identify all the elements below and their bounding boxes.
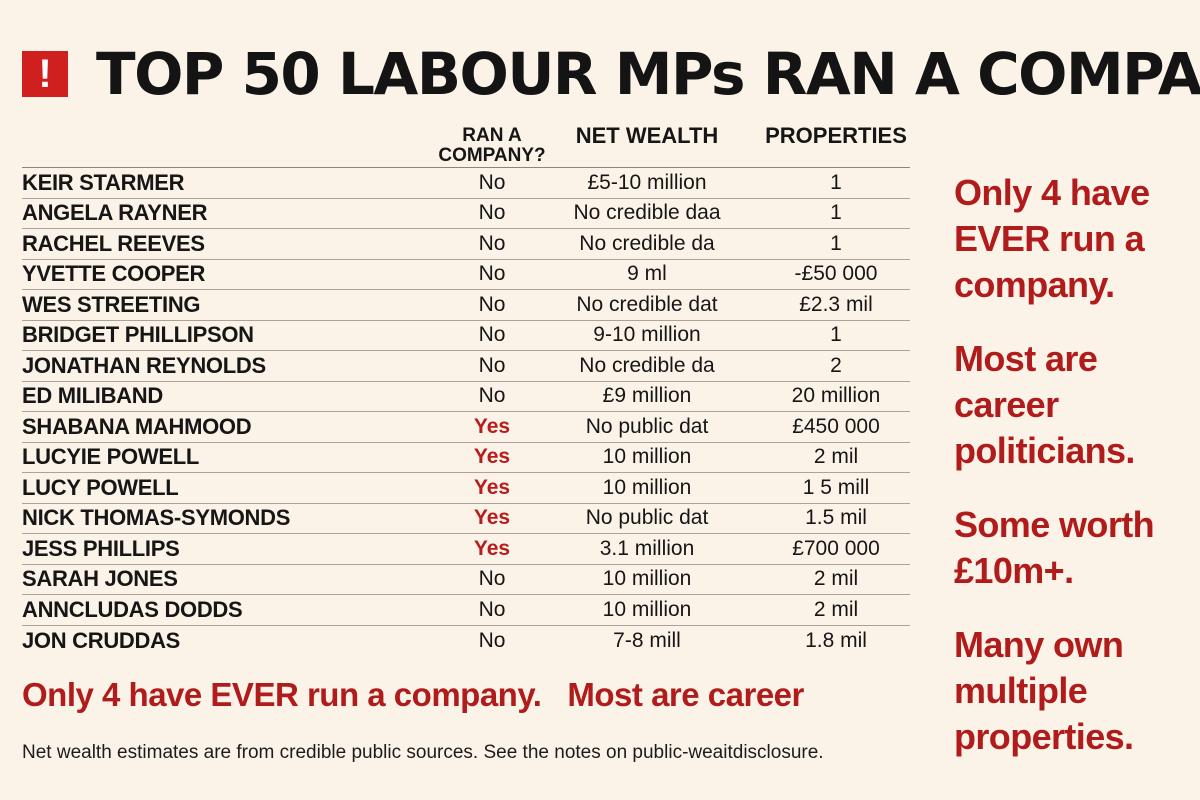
properties-cell: £700 000 xyxy=(792,536,880,560)
column-header-ran-company-text: RAN A COMPANY? xyxy=(438,125,546,166)
properties-cell: 1 xyxy=(830,231,842,255)
column-header-ran-company: RAN A COMPANY? xyxy=(422,126,562,166)
properties-cell: 1 xyxy=(830,170,842,194)
properties-cell: 2 mil xyxy=(813,567,859,591)
ran-company-cell: Yes xyxy=(473,445,511,469)
net-wealth-cell: 9 ml xyxy=(627,262,667,286)
net-wealth-cell: 10 million xyxy=(602,567,692,591)
net-wealth-cell: No public dat xyxy=(585,414,709,438)
table-row: ED MILIBAND No £9 million 20 million xyxy=(22,382,910,412)
table-body: KEIR STARMER No £5-10 million 1 ANGELA RAYNE… xyxy=(22,168,910,656)
net-wealth-cell: No credible da xyxy=(579,231,715,255)
sidebar-point: Some worth £10m+. xyxy=(954,504,1155,591)
properties-cell: 1 xyxy=(830,323,842,347)
properties-cell: 1 xyxy=(830,201,842,225)
net-wealth-cell: 7-8 mill xyxy=(613,628,681,652)
ran-company-cell: No xyxy=(478,262,506,286)
properties-cell: £450 000 xyxy=(792,414,880,438)
mp-name-cell: JONATHAN REYNOLDS xyxy=(22,352,266,378)
table-row: JESS PHILLIPS Yes 3.1 million £700 000 xyxy=(22,534,910,565)
ran-company-cell: No xyxy=(478,567,506,591)
mp-name-cell: LUCYIE POWELL xyxy=(22,444,199,470)
properties-cell: 1.8 mil xyxy=(805,628,867,652)
net-wealth-cell: No credible da xyxy=(579,353,715,377)
net-wealth-cell: No credible dat xyxy=(576,292,718,316)
table-row: JON CRUDDAS No 7-8 mill 1.8 mil xyxy=(22,626,910,657)
sidebar-point: Most are career politicians. xyxy=(954,338,1135,471)
bottom-callout: Only 4 have EVER run a company. Most are … xyxy=(22,676,922,714)
properties-cell: -£50 000 xyxy=(794,262,878,286)
mp-name-cell: JON CRUDDAS xyxy=(22,627,181,653)
table-row: SHABANA MAHMOOD Yes No public dat £450 000 xyxy=(22,412,910,443)
properties-cell: £2.3 mil xyxy=(799,292,873,316)
table-row: JONATHAN REYNOLDS No No credible da 2 xyxy=(22,351,910,382)
bottom-callout-part1: Only 4 have EVER run a company. xyxy=(22,676,542,713)
table-row: BRIDGET PHILLIPSON No 9-10 million 1 xyxy=(22,321,910,351)
sidebar-point: Many own multiple properties. xyxy=(954,624,1134,757)
properties-cell: 2 mil xyxy=(813,445,859,469)
net-wealth-cell: 9-10 million xyxy=(593,323,701,347)
sidebar-callouts: Only 4 have EVER run a company. Most are… xyxy=(954,170,1194,788)
column-header-properties: PROPERTIES xyxy=(765,123,907,148)
mp-name-cell: BRIDGET PHILLIPSON xyxy=(22,322,254,348)
table-row: ANNCLUDAS DODDS No 10 million 2 mil xyxy=(22,595,910,626)
net-wealth-cell: No credible daa xyxy=(573,201,721,225)
properties-cell: 1.5 mil xyxy=(805,506,867,530)
ran-company-cell: Yes xyxy=(473,506,511,530)
ran-company-cell: Yes xyxy=(473,414,511,438)
headline: ! TOP 50 LABOUR MPs RAN A COMPANY? xyxy=(22,34,1200,114)
net-wealth-cell: 10 million xyxy=(602,597,692,621)
net-wealth-cell: 10 million xyxy=(602,445,692,469)
ran-company-cell: No xyxy=(478,170,506,194)
ran-company-cell: No xyxy=(478,384,506,408)
ran-company-cell: No xyxy=(478,628,506,652)
net-wealth-cell: 10 million xyxy=(602,475,692,499)
table-row: WES STREETING No No credible dat £2.3 mil xyxy=(22,290,910,321)
ran-company-cell: No xyxy=(478,201,506,225)
table-row: SARAH JONES No 10 million 2 mil xyxy=(22,565,910,595)
net-wealth-cell: 3.1 million xyxy=(599,536,695,560)
bottom-callout-part2: Most are career xyxy=(567,676,804,713)
table-row: LUCYIE POWELL Yes 10 million 2 mil xyxy=(22,443,910,473)
mp-name-cell: ANNCLUDAS DODDS xyxy=(22,596,243,622)
ran-company-cell: Yes xyxy=(473,536,511,560)
net-wealth-cell: £5-10 million xyxy=(587,170,707,194)
ran-company-cell: No xyxy=(478,323,506,347)
ran-company-cell: No xyxy=(478,597,506,621)
page-title: TOP 50 LABOUR MPs RAN A COMPANY? xyxy=(96,40,1200,108)
mp-name-cell: LUCY POWELL xyxy=(22,474,179,500)
ran-company-cell: Yes xyxy=(473,475,511,499)
table-row: ANGELA RAYNER No No credible daa 1 xyxy=(22,199,910,229)
mp-name-cell: RACHEL REEVES xyxy=(22,230,205,256)
table-row: NICK THOMAS-SYMONDS Yes No public dat 1.5 m… xyxy=(22,504,910,534)
ran-company-cell: No xyxy=(478,292,506,316)
mp-name-cell: SARAH JONES xyxy=(22,566,178,592)
sidebar-point: Only 4 have EVER run a company. xyxy=(954,172,1150,305)
mp-name-cell: YVETTE COOPER xyxy=(22,261,206,287)
mp-name-cell: ED MILIBAND xyxy=(22,383,163,409)
net-wealth-cell: £9 million xyxy=(602,384,692,408)
table-row: LUCY POWELL Yes 10 million 1 5 mill xyxy=(22,473,910,504)
properties-cell: 20 million xyxy=(791,384,881,408)
properties-cell: 2 mil xyxy=(813,597,859,621)
column-header-net-wealth: NET WEALTH xyxy=(575,123,719,148)
mp-name-cell: NICK THOMAS-SYMONDS xyxy=(22,505,291,531)
ran-company-cell: No xyxy=(478,231,506,255)
ran-company-cell: No xyxy=(478,353,506,377)
properties-cell: 1 5 mill xyxy=(802,475,870,499)
table-header: RAN A COMPANY? NET WEALTH PROPERTIES xyxy=(22,122,910,168)
mp-name-cell: JESS PHILLIPS xyxy=(22,535,180,561)
mp-name-cell: WES STREETING xyxy=(22,291,201,317)
mp-name-cell: SHABANA MAHMOOD xyxy=(22,413,252,439)
table-row: KEIR STARMER No £5-10 million 1 xyxy=(22,168,910,199)
alert-icon: ! xyxy=(22,51,68,97)
mp-name-cell: KEIR STARMER xyxy=(22,169,185,195)
mp-name-cell: ANGELA RAYNER xyxy=(22,200,208,226)
table-row: RACHEL REEVES No No credible da 1 xyxy=(22,229,910,260)
net-wealth-cell: No public dat xyxy=(585,506,709,530)
properties-cell: 2 xyxy=(830,353,842,377)
footnote: Net wealth estimates are from credible p… xyxy=(22,742,824,763)
table-row: YVETTE COOPER No 9 ml -£50 000 xyxy=(22,260,910,290)
